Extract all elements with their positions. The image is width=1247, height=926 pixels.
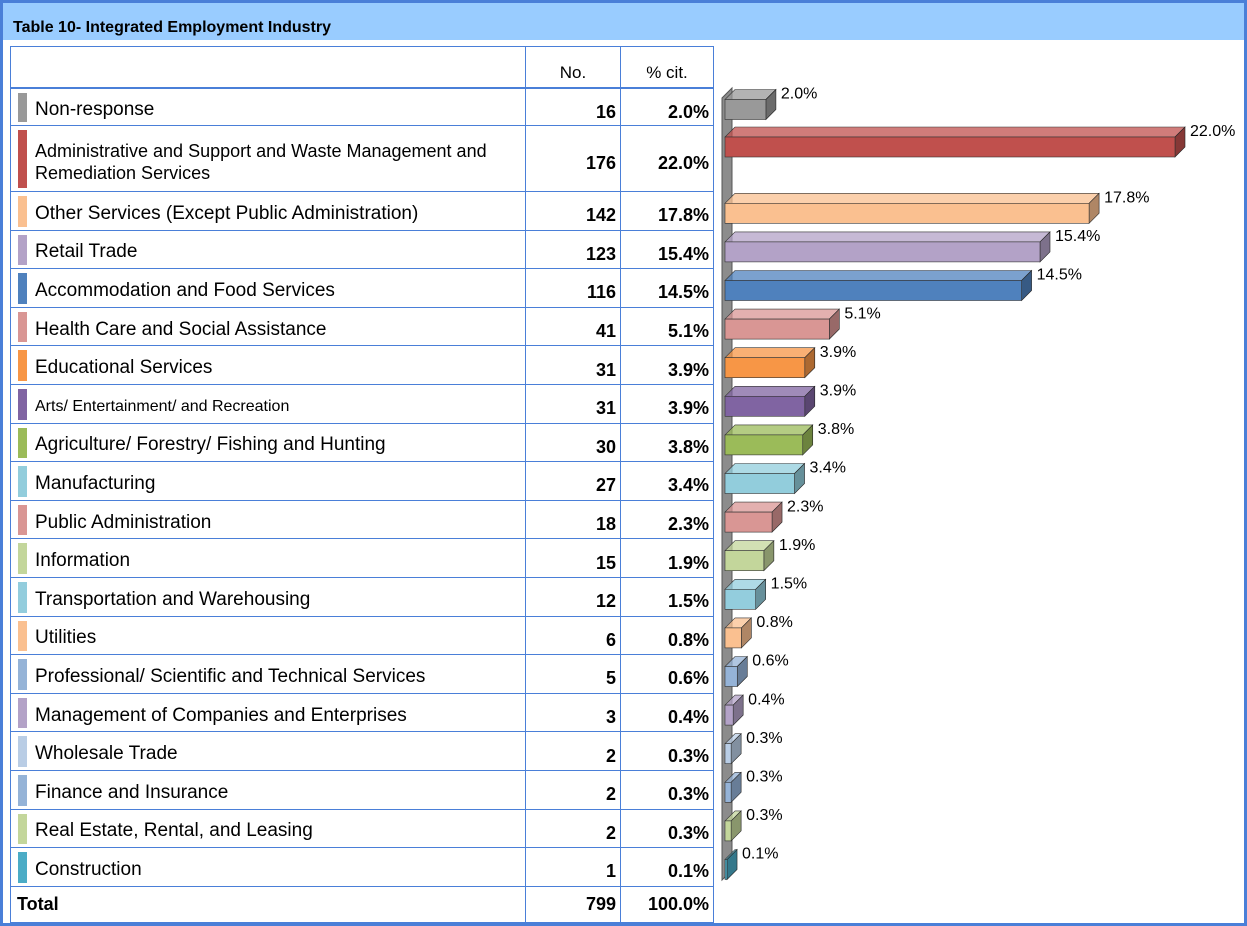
swatch: [18, 543, 27, 574]
title-bar: Table 10- Integrated Employment Industry: [3, 3, 1244, 40]
data-label: 0.8%: [756, 614, 792, 631]
data-label: 3.4%: [810, 460, 846, 477]
data-label: 0.1%: [742, 846, 778, 863]
swatch: [18, 852, 27, 883]
data-label: 0.6%: [752, 653, 788, 670]
swatch: [18, 196, 27, 227]
bar: [724, 820, 732, 842]
data-label: 14.5%: [1037, 267, 1082, 284]
bar: [724, 434, 804, 456]
data-label: 17.8%: [1104, 190, 1149, 207]
swatch: [18, 350, 27, 381]
bar: [724, 357, 806, 379]
swatch: [18, 813, 27, 845]
swatch: [18, 311, 27, 343]
table-title: Table 10- Integrated Employment Industry: [13, 19, 331, 36]
bar: [724, 704, 734, 726]
bar-top: [724, 193, 1100, 204]
bar: [724, 395, 806, 417]
data-label: 0.3%: [746, 807, 782, 824]
bar: [724, 743, 732, 765]
bar: [724, 666, 738, 687]
bar: [724, 318, 830, 340]
swatch: [18, 427, 27, 459]
bar: [724, 280, 1022, 301]
bar: [724, 99, 767, 120]
column-header: % cit.: [620, 46, 714, 88]
swatch: [18, 389, 27, 420]
data-label: 2.3%: [787, 498, 823, 515]
bar: [724, 241, 1041, 263]
bar-top: [724, 347, 816, 359]
data-label: 15.4%: [1055, 228, 1100, 245]
data-label: 5.1%: [844, 305, 880, 322]
data-label: 2.0%: [781, 86, 817, 103]
data-label: 3.9%: [820, 383, 856, 400]
data-label: 0.4%: [748, 691, 784, 708]
bar: [724, 473, 795, 494]
swatch: [18, 273, 27, 304]
bar: [724, 203, 1090, 224]
swatch: [18, 736, 27, 767]
swatch: [18, 659, 27, 690]
data-label: 0.3%: [746, 769, 782, 786]
bar-top: [724, 231, 1051, 243]
swatch: [18, 93, 27, 122]
swatch: [18, 582, 27, 613]
swatch: [18, 466, 27, 497]
data-label: 3.9%: [820, 344, 856, 361]
data-label: 1.5%: [771, 576, 807, 593]
label-cell: Administrative and Support and Waste Man…: [10, 125, 526, 192]
data-label: 0.3%: [746, 730, 782, 747]
bar: [724, 511, 773, 533]
bar-top: [724, 270, 1033, 281]
swatch: [18, 504, 27, 536]
total-percent: 100.0%: [620, 885, 714, 923]
bar: [724, 781, 732, 803]
swatch: [18, 775, 27, 806]
bar-top: [724, 308, 841, 320]
swatch: [18, 620, 27, 652]
data-label: 3.8%: [818, 421, 854, 438]
swatch: [18, 697, 27, 729]
swatch: [18, 234, 27, 266]
bar-top: [724, 424, 814, 436]
bar: [724, 588, 756, 610]
data-label: 22.0%: [1190, 123, 1235, 140]
bar-top: [724, 385, 816, 397]
bar: [724, 550, 765, 572]
bar: [724, 859, 728, 880]
bar: [724, 627, 742, 649]
data-label: 1.9%: [779, 537, 815, 554]
swatch: [18, 130, 27, 188]
bar-top: [724, 126, 1186, 138]
bar: [724, 136, 1176, 158]
bar-top: [724, 463, 806, 474]
